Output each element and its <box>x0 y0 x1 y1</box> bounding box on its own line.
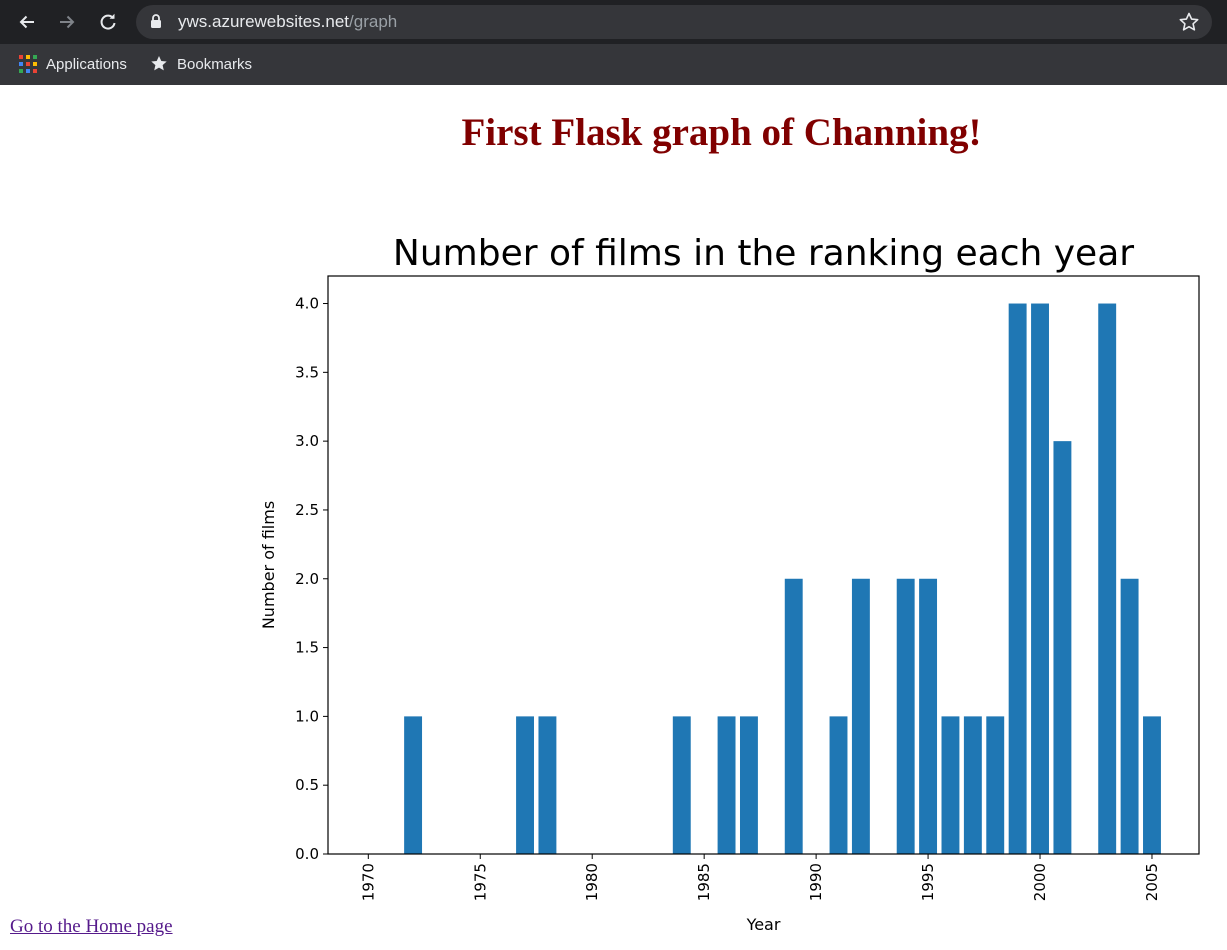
y-tick-label: 3.5 <box>295 363 319 381</box>
browser-toolbar: yws.azurewebsites.net/graph <box>0 0 1227 44</box>
bookmark-label: Applications <box>46 55 127 73</box>
bookmark-applications[interactable]: Applications <box>19 52 127 76</box>
address-bar[interactable]: yws.azurewebsites.net/graph <box>136 5 1212 39</box>
chart-bar <box>1008 303 1027 854</box>
chart-bar <box>516 716 534 854</box>
y-tick-label: 3.0 <box>295 432 319 450</box>
bookmarks-bar: Applications Bookmarks <box>0 44 1227 85</box>
chart-bar <box>1053 441 1072 854</box>
forward-arrow-icon <box>60 15 75 29</box>
url-text: yws.azurewebsites.net/graph <box>178 12 397 32</box>
chart-bar <box>717 716 736 854</box>
x-tick-label: 2005 <box>1143 863 1161 901</box>
x-tick-label: 1995 <box>919 863 937 901</box>
chart-bar <box>1031 303 1049 854</box>
chart-bar <box>739 716 758 854</box>
url-host: yws.azurewebsites.net <box>178 12 350 31</box>
x-tick-label: 1985 <box>695 863 713 901</box>
chart-bar <box>1143 716 1161 854</box>
bookmark-star-icon[interactable] <box>1178 11 1200 33</box>
y-tick-label: 2.5 <box>295 501 319 519</box>
x-tick-label: 1970 <box>359 863 377 901</box>
chart-bar <box>1120 578 1139 854</box>
y-axis-label: Number of films <box>259 501 278 629</box>
forward-button[interactable] <box>52 7 82 37</box>
bookmark-label: Bookmarks <box>177 55 253 73</box>
y-tick-label: 0.5 <box>295 776 319 794</box>
chart-bar <box>986 716 1005 854</box>
chart-bar <box>1098 303 1117 854</box>
back-arrow-icon <box>19 15 34 29</box>
page-heading: First Flask graph of Channing! <box>461 111 982 154</box>
lock-icon <box>151 14 161 28</box>
y-tick-label: 4.0 <box>295 295 319 313</box>
chart-bar <box>538 716 557 854</box>
x-tick-label: 2000 <box>1031 863 1049 901</box>
bookmark-bookmarks[interactable]: Bookmarks <box>150 52 252 76</box>
y-tick-label: 2.0 <box>295 570 319 588</box>
apps-grid-icon <box>19 55 37 73</box>
x-tick-label: 1990 <box>807 863 825 901</box>
chart-bar <box>784 578 803 854</box>
y-tick-label: 1.0 <box>295 707 319 725</box>
chart-bar <box>404 716 423 854</box>
chart-bar <box>672 716 691 854</box>
x-tick-label: 1980 <box>583 863 601 901</box>
home-page-link[interactable]: Go to the Home page <box>10 916 173 937</box>
chart-bar <box>896 578 915 854</box>
chart-bar <box>851 578 870 854</box>
reload-button[interactable] <box>93 7 123 37</box>
chart-bar <box>941 716 960 854</box>
back-button[interactable] <box>12 7 42 37</box>
y-tick-label: 1.5 <box>295 639 319 657</box>
star-icon <box>150 55 168 73</box>
reload-icon <box>100 13 116 30</box>
chart-bar <box>919 578 938 854</box>
chart-title: Number of films in the ranking each year <box>393 233 1134 274</box>
chart-bar <box>829 716 848 854</box>
x-axis-label: Year <box>746 915 781 934</box>
y-tick-label: 0.0 <box>295 845 319 863</box>
chart-bar <box>963 716 982 854</box>
url-path: /graph <box>349 12 398 31</box>
plot-frame <box>327 275 1200 855</box>
x-tick-label: 1975 <box>471 863 489 901</box>
